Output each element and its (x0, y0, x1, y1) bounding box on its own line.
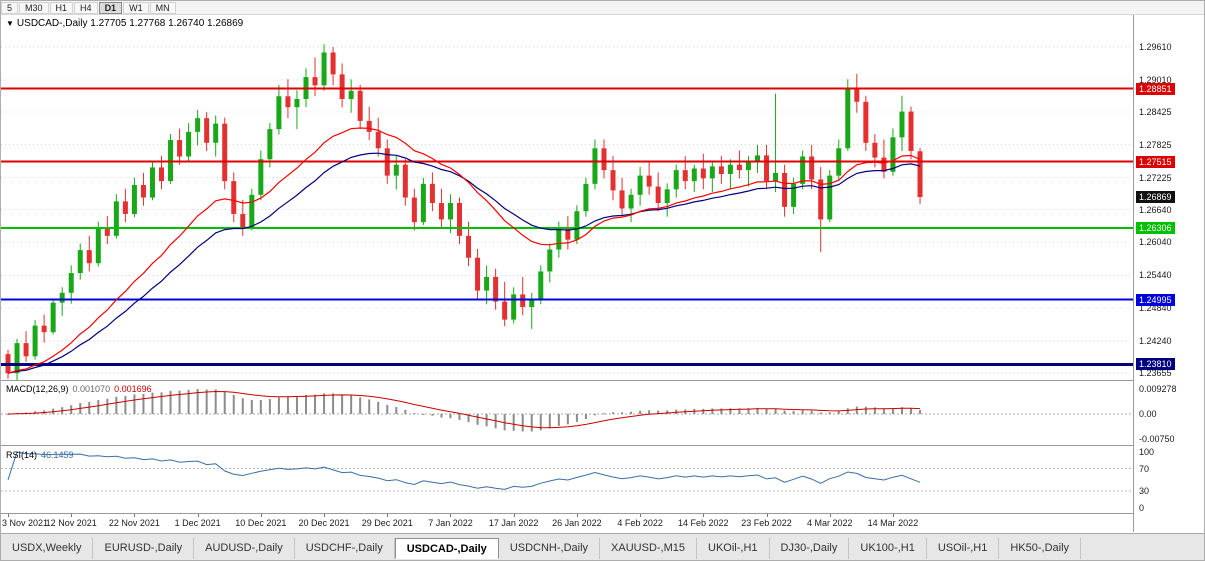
price-tick-label: 1.29010 (1139, 74, 1172, 85)
level-price-badge: 1.23810 (1136, 358, 1175, 371)
date-label: 23 Feb 2022 (741, 518, 792, 528)
time-axis-tick (260, 514, 262, 517)
chart-tab-usdcnh-daily[interactable]: USDCNH-,Daily (498, 538, 601, 559)
price-tick-label: 1.24840 (1139, 303, 1172, 314)
date-label: 4 Mar 2022 (806, 518, 853, 528)
date-label: 14 Mar 2022 (867, 518, 919, 528)
rsi-axis-70: 70 (1139, 463, 1150, 474)
rsi-value: 46.1459 (41, 450, 74, 460)
rsi-name: RSI(14) (6, 450, 38, 460)
chart-tab-usoil-h1[interactable]: USOil-,H1 (926, 538, 1000, 559)
chart-symbol: USDCAD-,Daily (16, 18, 88, 29)
chart-ohlc-values: 1.27705 1.27768 1.26740 1.26869 (90, 18, 244, 29)
price-tick-label: 1.26040 (1139, 237, 1172, 248)
time-axis-tick (829, 514, 831, 517)
time-axis-tick (387, 514, 389, 517)
chart-tab-eurusd-daily[interactable]: EURUSD-,Daily (93, 538, 195, 559)
price-tick-label: 1.23655 (1139, 367, 1172, 378)
date-label: 17 Jan 2022 (488, 518, 539, 528)
macd-panel[interactable] (1, 381, 1134, 445)
level-price-badge: 1.27515 (1136, 155, 1175, 168)
date-label: 4 Feb 2022 (617, 518, 663, 528)
rsi-axis-100: 100 (1139, 447, 1155, 457)
price-tick-label: 1.26640 (1139, 204, 1172, 215)
main-price-chart[interactable] (1, 15, 1134, 380)
rsi-axis-0: 0 (1139, 502, 1145, 513)
chart-title: ▼ USDCAD-,Daily 1.27705 1.27768 1.26740 1… (6, 18, 243, 29)
date-label: 7 Jan 2022 (428, 518, 473, 528)
time-axis-tick (892, 514, 894, 517)
price-tick-label: 1.27225 (1139, 172, 1172, 183)
rsi-panel[interactable] (1, 446, 1134, 513)
price-axis[interactable]: 1.29610 1.29010 1.28425 1.27825 1.27225 1.266… (1134, 15, 1204, 532)
macd-name: MACD(12,26,9) (6, 384, 69, 394)
chart-tab-usdcad-daily[interactable]: USDCAD-,Daily (394, 538, 499, 559)
date-label: 1 Dec 2021 (174, 518, 221, 528)
level-price-badge: 1.24995 (1136, 293, 1175, 306)
macd-axis-zero: 0.00 (1139, 409, 1157, 419)
chart-tab-bar: USDX,Weekly EURUSD-,Daily AUDUSD-,Daily USD… (1, 533, 1204, 560)
panel-divider[interactable] (1, 380, 1204, 381)
price-tick-label: 1.24240 (1139, 335, 1172, 346)
chart-tab-hk50-daily[interactable]: HK50-,Daily (999, 538, 1082, 559)
price-tick-label: 1.28425 (1139, 106, 1172, 117)
timeframe-button-d1[interactable]: D1 (98, 1, 123, 14)
time-axis-tick (197, 514, 199, 517)
timeframe-button-mn[interactable]: MN (149, 1, 176, 14)
level-price-badge: 1.26306 (1136, 221, 1175, 234)
macd-axis-min: -0.00750 (1139, 434, 1175, 444)
time-axis-tick (71, 514, 73, 517)
price-tick-label: 1.27825 (1139, 139, 1172, 150)
rsi-axis-30: 30 (1139, 485, 1150, 496)
date-label: 12 Nov 2021 (45, 518, 97, 528)
time-axis-tick (513, 514, 515, 517)
time-axis-tick (8, 514, 9, 517)
time-axis-tick (576, 514, 578, 517)
chart-tab-xauusd-m15[interactable]: XAUUSD-,M15 (600, 538, 698, 559)
macd-indicator-label: MACD(12,26,9) 0.001070 0.001696 (6, 384, 152, 394)
time-axis-tick (450, 514, 452, 517)
timeframe-button-h4[interactable]: H4 (74, 1, 98, 14)
macd-axis-max: 0.009278 (1139, 384, 1177, 394)
time-axis-tick (766, 514, 768, 517)
chart-tab-audusd-daily[interactable]: AUDUSD-,Daily (194, 538, 295, 559)
panel-divider (1, 513, 1204, 514)
timeframe-toolbar: 5 M30 H1 H4 D1 W1 MN (1, 1, 1204, 15)
time-axis-tick (324, 514, 326, 517)
rsi-indicator-label: RSI(14) 46.1459 (6, 450, 74, 460)
panel-divider[interactable] (1, 445, 1204, 446)
date-label: 22 Nov 2021 (108, 518, 160, 528)
date-label: 26 Jan 2022 (552, 518, 602, 528)
date-label: 20 Dec 2021 (298, 518, 350, 528)
time-axis-tick (640, 514, 642, 517)
chart-tab-ukoil-h1[interactable]: UKOil-,H1 (697, 538, 770, 559)
chart-tab-usdchf-daily[interactable]: USDCHF-,Daily (294, 538, 395, 559)
time-axis-tick (134, 514, 136, 517)
chart-tab-uk100-h1[interactable]: UK100-,H1 (849, 538, 927, 559)
chart-dropdown-icon[interactable]: ▼ (6, 19, 14, 28)
date-label: 10 Dec 2021 (235, 518, 287, 528)
date-label: 14 Feb 2022 (678, 518, 729, 528)
level-price-badge: 1.28851 (1136, 82, 1175, 95)
timeframe-button-5[interactable]: 5 (1, 1, 19, 14)
axis-separator (1133, 15, 1134, 532)
chart-tab-dj30-daily[interactable]: DJ30-,Daily (769, 538, 850, 559)
price-tick-label: 1.25440 (1139, 270, 1172, 281)
date-label: 3 Nov 2021 (2, 518, 49, 528)
timeframe-button-m30[interactable]: M30 (19, 1, 49, 14)
timeframe-button-h1[interactable]: H1 (49, 1, 74, 14)
current-price-badge: 1.26869 (1136, 191, 1175, 204)
date-label: 29 Dec 2021 (361, 518, 413, 528)
price-tick-label: 1.29610 (1139, 42, 1172, 52)
time-axis[interactable]: 3 Nov 2021 12 Nov 2021 22 Nov 2021 1 Dec 20… (1, 514, 1134, 532)
time-axis-tick (703, 514, 705, 517)
macd-hist-value: 0.001070 (72, 384, 111, 394)
timeframe-button-w1[interactable]: W1 (123, 1, 149, 14)
macd-signal-value: 0.001696 (114, 384, 152, 394)
chart-tab-usdx-weekly[interactable]: USDX,Weekly (1, 538, 94, 559)
